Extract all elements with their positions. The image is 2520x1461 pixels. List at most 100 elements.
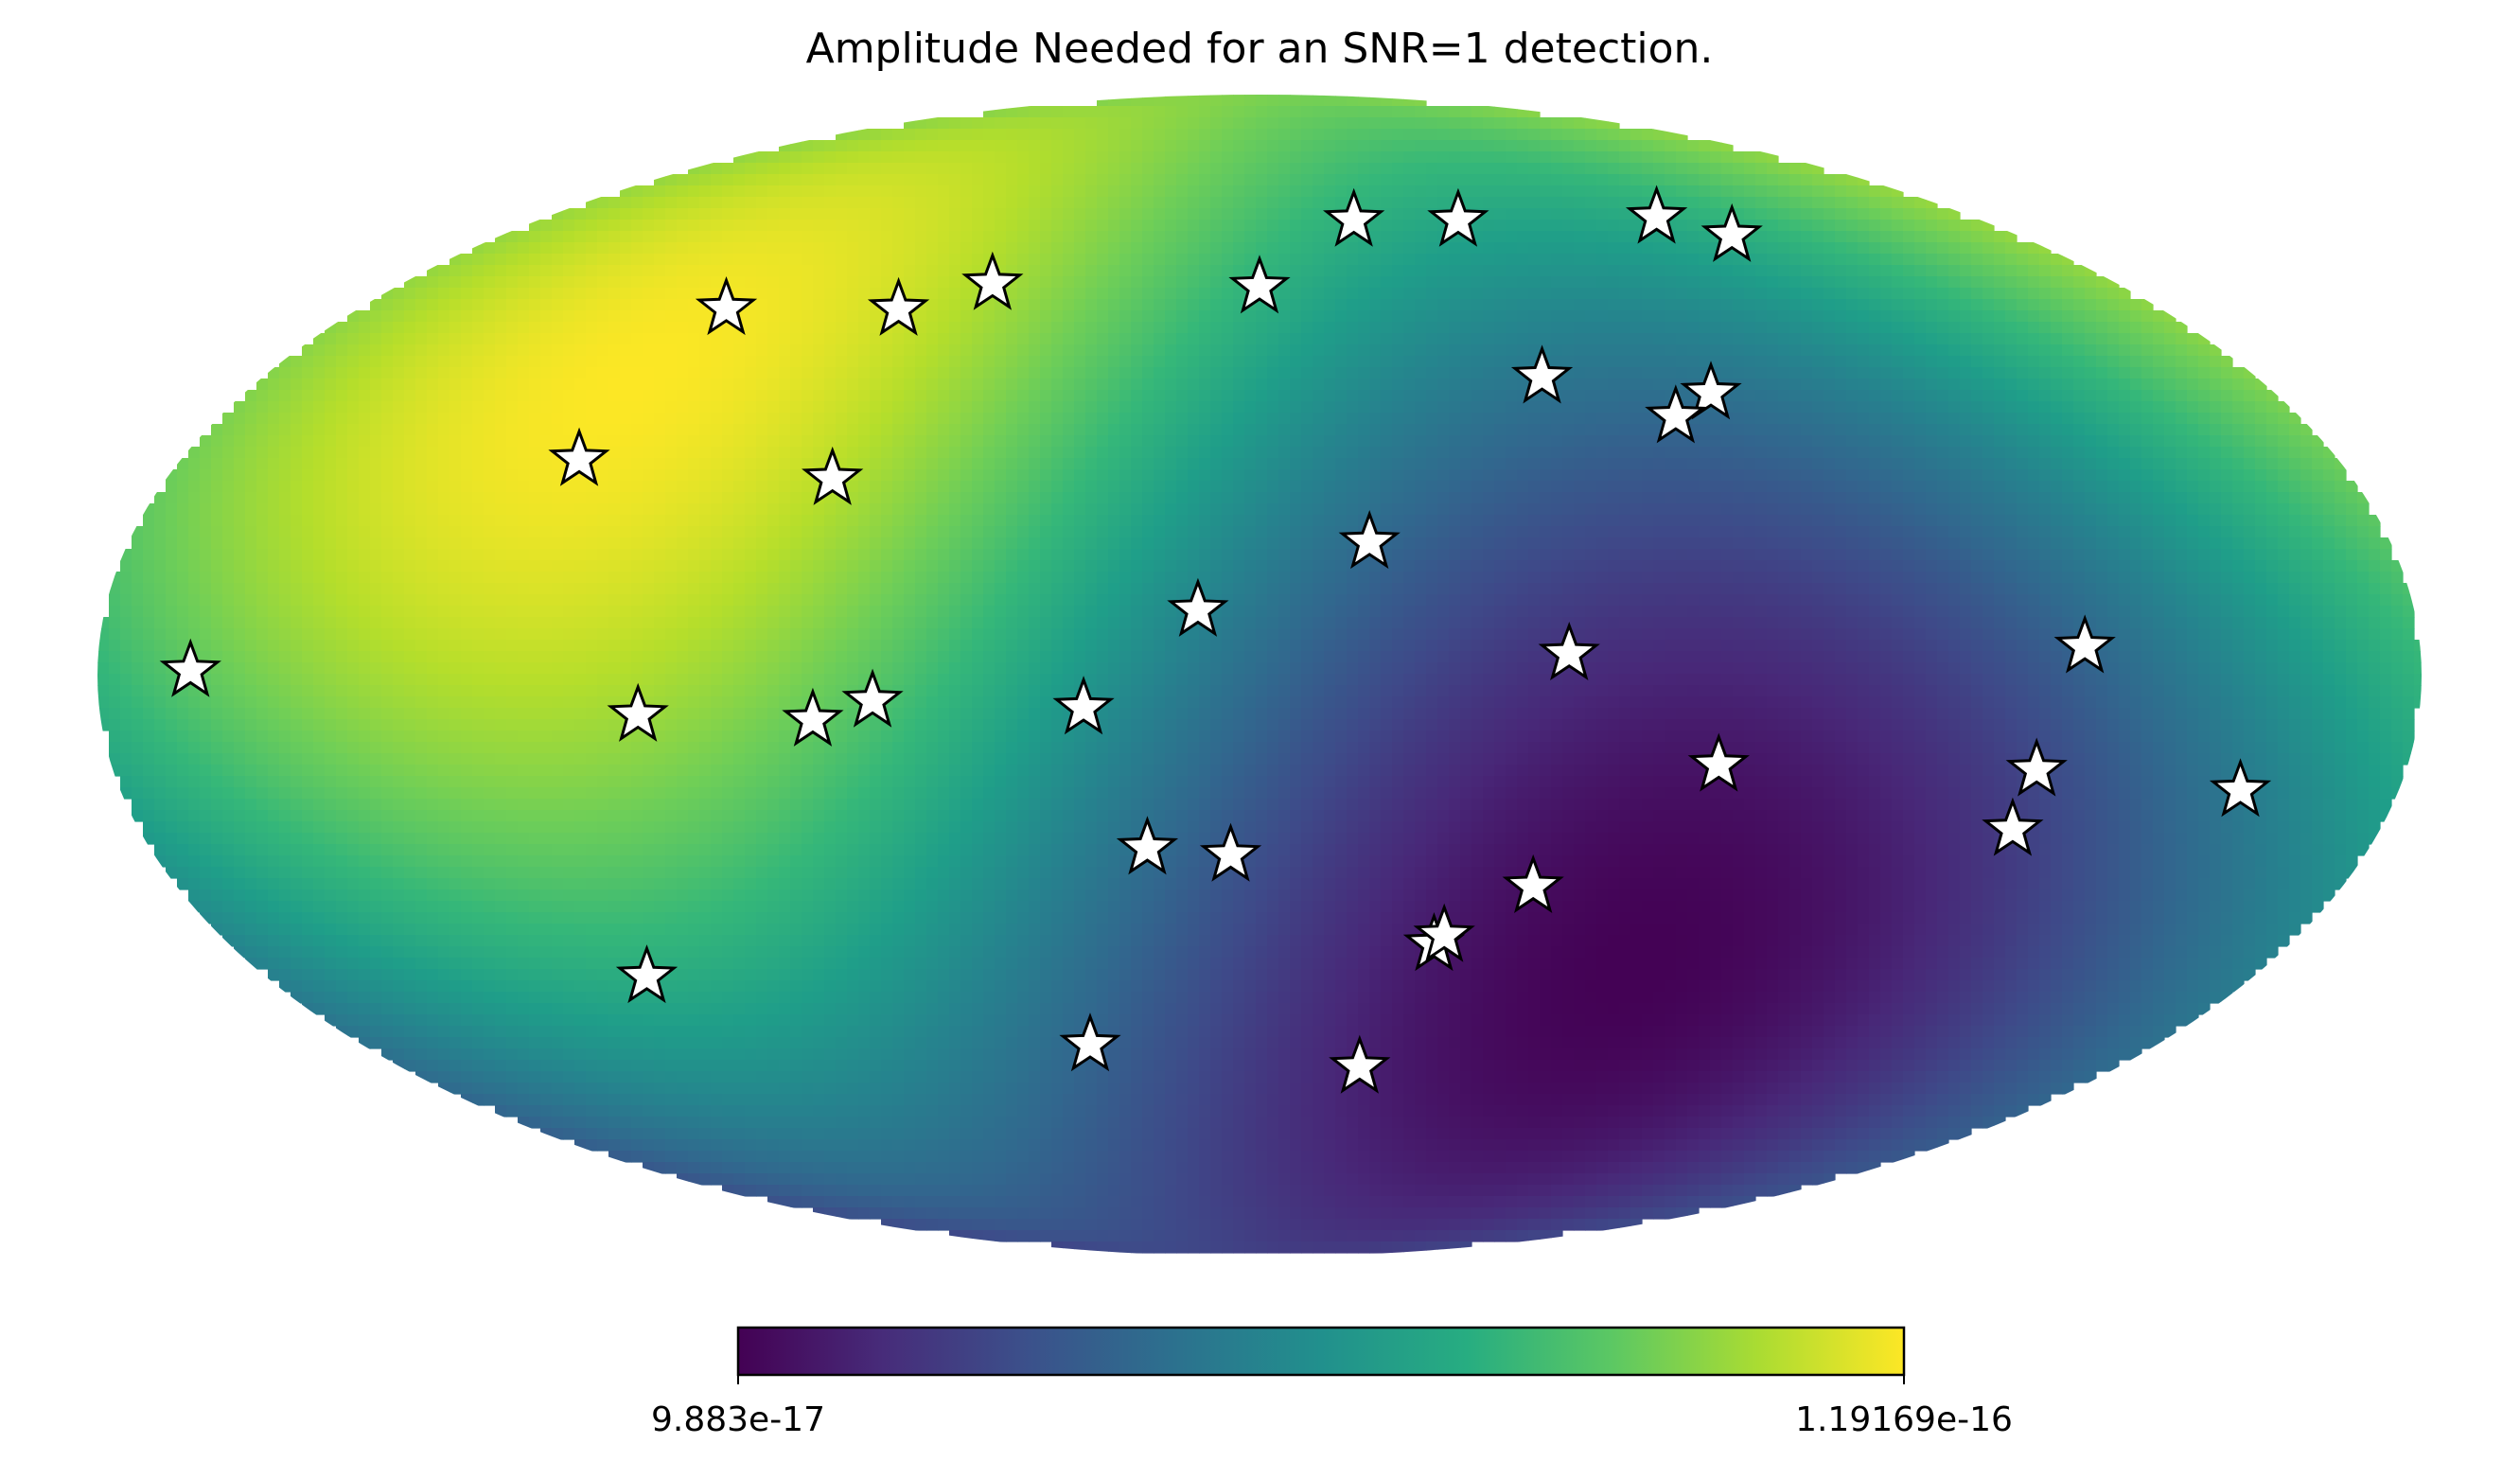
heatmap-cell	[779, 367, 791, 379]
heatmap-cell	[1437, 322, 1450, 334]
heatmap-cell	[1347, 254, 1359, 266]
heatmap-cell	[756, 185, 768, 198]
heatmap-cell	[643, 469, 655, 482]
heatmap-cell	[1176, 197, 1189, 209]
heatmap-cell	[2062, 469, 2074, 482]
heatmap-cell	[1142, 424, 1154, 436]
heatmap-cell	[1596, 344, 1609, 357]
heatmap-cell	[1528, 481, 1541, 493]
heatmap-cell	[1562, 344, 1575, 357]
heatmap-cell	[2323, 481, 2335, 493]
heatmap-cell	[1176, 151, 1189, 164]
heatmap-cell	[1256, 197, 1268, 209]
heatmap-cell	[2085, 310, 2097, 323]
heatmap-cell	[1097, 106, 1109, 118]
heatmap-cell	[960, 333, 973, 345]
heatmap-cell	[699, 424, 712, 436]
heatmap-cell	[983, 333, 996, 345]
heatmap-cell	[1824, 378, 1836, 391]
heatmap-cell	[1824, 299, 1836, 311]
heatmap-cell	[2039, 265, 2052, 277]
heatmap-cell	[620, 469, 632, 482]
heatmap-cell	[972, 163, 984, 175]
heatmap-cell	[1676, 447, 1688, 459]
heatmap-cell	[1983, 435, 1995, 448]
heatmap-cell	[1755, 242, 1768, 255]
heatmap-cell	[2085, 367, 2097, 379]
heatmap-cell	[1619, 276, 1631, 289]
heatmap-cell	[1630, 185, 1643, 198]
heatmap-cell	[1744, 265, 1756, 277]
heatmap-cell	[472, 276, 485, 289]
heatmap-cell	[1653, 390, 1665, 402]
heatmap-cell	[597, 458, 609, 470]
heatmap-cell	[449, 413, 462, 425]
heatmap-cell	[654, 254, 666, 266]
heatmap-cell	[472, 378, 485, 391]
heatmap-cell	[1313, 197, 1325, 209]
heatmap-cell	[1278, 174, 1291, 186]
heatmap-cell	[1119, 333, 1132, 345]
heatmap-cell	[1835, 413, 1847, 425]
heatmap-cell	[1789, 231, 1802, 243]
heatmap-cell	[1562, 185, 1575, 198]
heatmap-cell	[1540, 197, 1552, 209]
heatmap-cell	[1858, 231, 1870, 243]
heatmap-cell	[1369, 117, 1382, 130]
heatmap-cell	[1233, 265, 1245, 277]
heatmap-cell	[2005, 254, 2018, 266]
heatmap-cell	[1199, 242, 1211, 255]
heatmap-cell	[268, 469, 280, 482]
heatmap-cell	[858, 220, 871, 232]
heatmap-cell	[836, 208, 848, 220]
heatmap-cell	[1880, 185, 1893, 198]
heatmap-cell	[926, 276, 939, 289]
heatmap-cell	[1858, 254, 1870, 266]
heatmap-cell	[484, 435, 496, 448]
heatmap-cell	[1948, 310, 1961, 323]
heatmap-cell	[1358, 151, 1370, 164]
heatmap-cell	[586, 197, 598, 209]
heatmap-cell	[1029, 208, 1041, 220]
heatmap-cell	[631, 185, 643, 198]
heatmap-cell	[563, 356, 575, 368]
heatmap-cell	[1869, 378, 1881, 391]
heatmap-cell	[415, 333, 428, 345]
heatmap-cell	[1199, 390, 1211, 402]
heatmap-cell	[336, 378, 348, 391]
heatmap-cell	[1142, 356, 1154, 368]
heatmap-cell	[949, 185, 961, 198]
heatmap-cell	[847, 288, 859, 300]
heatmap-cell	[1119, 401, 1132, 414]
heatmap-cell	[1494, 390, 1507, 402]
heatmap-cell	[2130, 401, 2142, 414]
heatmap-cell	[1540, 208, 1552, 220]
heatmap-cell	[222, 469, 235, 482]
heatmap-cell	[1233, 163, 1245, 175]
heatmap-cell	[2073, 481, 2086, 493]
heatmap-cell	[699, 356, 712, 368]
heatmap-cell	[1358, 378, 1370, 391]
heatmap-cell	[2130, 435, 2142, 448]
heatmap-cell	[1233, 95, 1245, 107]
heatmap-cell	[1858, 356, 1870, 368]
heatmap-cell	[904, 129, 916, 141]
heatmap-cell	[1381, 299, 1393, 311]
heatmap-cell	[1494, 344, 1507, 357]
heatmap-cell	[2153, 378, 2165, 391]
heatmap-cell	[1437, 140, 1450, 152]
heatmap-cell	[1903, 208, 1915, 220]
heatmap-cell	[1426, 163, 1438, 175]
heatmap-cell	[2017, 390, 2029, 402]
heatmap-cell	[1063, 254, 1075, 266]
heatmap-cell	[291, 481, 303, 493]
heatmap-cell	[1108, 95, 1120, 107]
heatmap-cell	[767, 447, 780, 459]
heatmap-cell	[1176, 356, 1189, 368]
heatmap-cell	[1222, 242, 1234, 255]
heatmap-cell	[790, 299, 802, 311]
heatmap-cell	[949, 378, 961, 391]
heatmap-cell	[563, 378, 575, 391]
heatmap-cell	[506, 356, 519, 368]
heatmap-cell	[2028, 276, 2040, 289]
